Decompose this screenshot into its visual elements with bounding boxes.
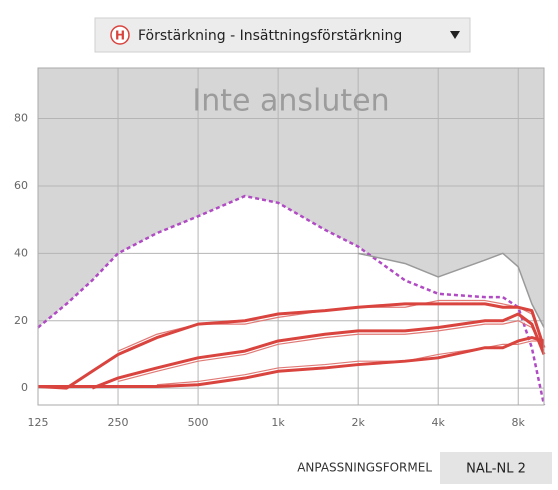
footer-box[interactable] bbox=[440, 452, 552, 484]
x-tick-label: 125 bbox=[28, 416, 49, 429]
series-line bbox=[117, 320, 545, 382]
series-line bbox=[357, 252, 545, 328]
y-tick-label: 20 bbox=[14, 314, 28, 327]
x-tick-label: 250 bbox=[108, 416, 129, 429]
dropdown-label: Förstärkning - Insättningsförstärkning bbox=[138, 28, 402, 44]
series-line bbox=[38, 336, 545, 388]
plot: 0 20 40 60 80 125 250 500 1k 2k 4k 8k Inte ansluten bbox=[14, 67, 546, 429]
ear-icon-letter: H bbox=[115, 29, 125, 43]
y-tick-label: 40 bbox=[14, 246, 28, 259]
x-tick-label: 1k bbox=[271, 416, 285, 429]
x-tick-label: 500 bbox=[188, 416, 209, 429]
x-tick-label: 2k bbox=[351, 416, 365, 429]
footer-label: ANPASSNINGSFORMEL bbox=[297, 461, 432, 475]
series-line bbox=[37, 194, 546, 406]
footer-value: NAL-NL 2 bbox=[466, 462, 526, 477]
dropdown-box[interactable] bbox=[94, 17, 471, 53]
y-tick-label: 80 bbox=[14, 112, 28, 125]
y-tick-label: 60 bbox=[14, 179, 28, 192]
series-line bbox=[37, 302, 546, 390]
x-tick-label: 8k bbox=[512, 416, 526, 429]
dropdown-arrow bbox=[450, 31, 460, 39]
series-line bbox=[91, 312, 546, 390]
plot-border bbox=[37, 67, 545, 406]
annotation: Inte ansluten bbox=[192, 84, 389, 119]
x-tick-label: 4k bbox=[432, 416, 446, 429]
y-tick-label: 0 bbox=[21, 381, 28, 394]
dropdown[interactable]: H Förstärkning - Insättningsförstärkning bbox=[94, 17, 471, 53]
ear-icon bbox=[110, 25, 130, 45]
